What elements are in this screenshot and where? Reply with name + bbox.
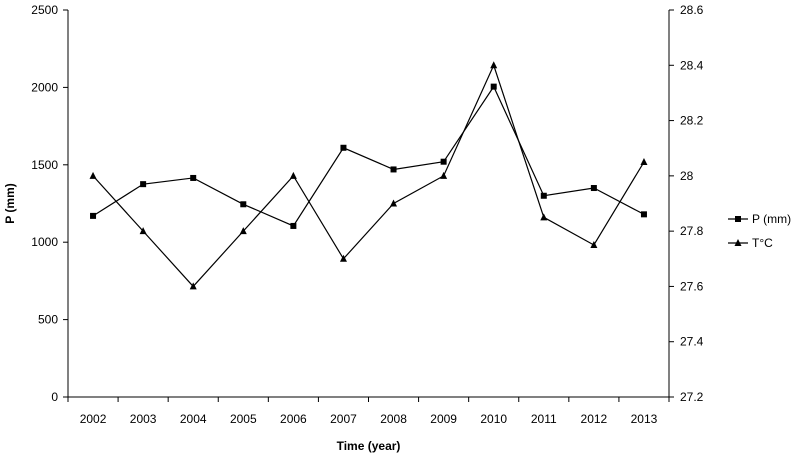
x-tick-label: 2004: [180, 412, 207, 426]
x-axis-title: Time (year): [337, 439, 401, 453]
data-point: [89, 171, 97, 179]
legend-item: P (mm): [728, 212, 791, 226]
data-point: [540, 213, 548, 221]
data-point: [640, 211, 647, 218]
series-line: [92, 85, 645, 227]
right-tick-label: 27.2: [680, 390, 704, 404]
x-tick-label: 2013: [631, 412, 658, 426]
x-tick-label: 2007: [330, 412, 357, 426]
data-point: [440, 171, 448, 179]
left-tick-label: 0: [51, 390, 58, 404]
legend-marker: [735, 216, 741, 222]
data-point: [190, 174, 197, 181]
data-point: [390, 199, 398, 207]
x-tick-label: 2008: [380, 412, 407, 426]
data-point: [239, 227, 247, 235]
x-tick-label: 2009: [430, 412, 457, 426]
left-tick-label: 500: [38, 313, 58, 327]
y-axis-title: P (mm): [3, 183, 17, 223]
legend-label: P (mm): [752, 212, 791, 226]
data-point: [340, 144, 347, 151]
data-point: [640, 158, 648, 166]
legend-label: T°C: [752, 236, 773, 250]
right-y-ticks: 27.2 27.4 27.6 27.8 28 28.2 28.4 28.6: [669, 3, 704, 404]
legend-marker: [734, 239, 742, 246]
left-tick-label: 2500: [31, 3, 58, 17]
data-point: [140, 181, 147, 188]
data-point: [90, 212, 97, 219]
right-tick-label: 28.2: [680, 114, 704, 128]
left-tick-label: 1000: [31, 235, 58, 249]
series-precipitation: [90, 83, 647, 229]
left-y-ticks: 0 500 1000 1500 2000 2500: [31, 3, 68, 404]
data-point: [139, 227, 147, 235]
right-tick-label: 27.4: [680, 335, 704, 349]
legend: P (mm) T°C: [728, 212, 791, 250]
data-point: [440, 158, 447, 165]
left-tick-label: 2000: [31, 80, 58, 94]
x-tick-label: 2010: [480, 412, 507, 426]
x-ticks: 2002 2003 2004 2005 2006 2007 2008 2009 2010 2011…: [67, 397, 670, 426]
data-point: [590, 185, 597, 192]
right-tick-label: 28.4: [680, 58, 704, 72]
series-line: [92, 63, 645, 288]
data-point: [590, 240, 598, 248]
x-tick-label: 2005: [230, 412, 257, 426]
x-tick-label: 2012: [581, 412, 608, 426]
legend-item: T°C: [728, 236, 773, 250]
data-point: [290, 222, 297, 229]
data-point: [339, 254, 347, 262]
x-tick-label: 2011: [531, 412, 557, 426]
data-point: [490, 83, 497, 90]
right-tick-label: 27.6: [680, 279, 704, 293]
data-point: [540, 192, 547, 199]
left-tick-label: 1500: [31, 158, 58, 172]
data-point: [390, 166, 397, 173]
series-temperature: [89, 61, 648, 290]
x-tick-label: 2002: [80, 412, 107, 426]
x-tick-label: 2006: [280, 412, 307, 426]
data-point: [490, 61, 498, 69]
right-tick-label: 27.8: [680, 224, 704, 238]
data-point: [189, 282, 197, 290]
data-point: [240, 201, 247, 208]
x-tick-label: 2003: [130, 412, 157, 426]
data-point: [289, 171, 297, 179]
right-tick-label: 28.6: [680, 3, 704, 17]
axes: [67, 10, 670, 398]
series-layer: [89, 61, 648, 290]
right-tick-label: 28: [680, 169, 694, 183]
